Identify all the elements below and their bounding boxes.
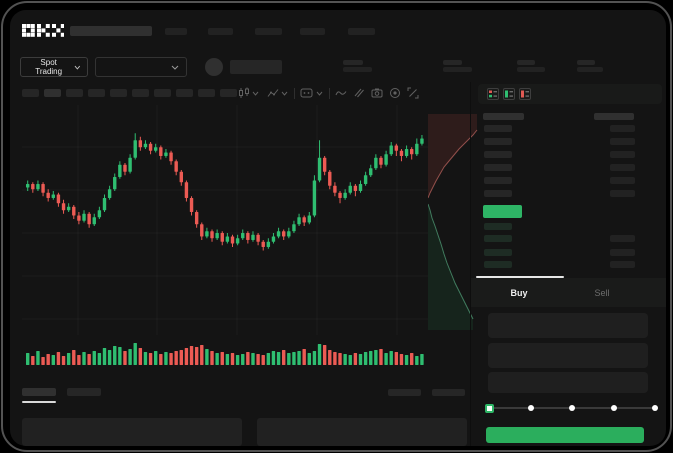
timeframe-button-skeleton[interactable]: [44, 89, 61, 97]
orderbook-last-price: [483, 205, 522, 218]
amount-slider-stop[interactable]: [528, 405, 534, 411]
timeframe-button-skeleton[interactable]: [198, 89, 215, 97]
bottom-panel-skeleton: [22, 418, 242, 446]
bottom-tab-skeleton[interactable]: [67, 388, 101, 396]
line-style-icon[interactable]: [267, 87, 279, 99]
orderbook-price-skeleton: [484, 261, 512, 268]
orderbook-amount-skeleton: [610, 164, 635, 171]
chevron-down-icon: [171, 65, 179, 70]
stat-value-skeleton: [443, 67, 472, 72]
total-input-skeleton[interactable]: [488, 372, 648, 393]
coin-avatar-skeleton: [205, 58, 223, 76]
nav-item-skeleton: [208, 28, 233, 35]
amount-slider-handle[interactable]: [485, 404, 494, 413]
amount-slider-stop[interactable]: [569, 405, 575, 411]
orderbook-bids-icon[interactable]: [503, 88, 515, 100]
amount-slider-stop[interactable]: [652, 405, 658, 411]
amount-slider-stop[interactable]: [611, 405, 617, 411]
order-tabbar: [471, 278, 666, 307]
bottom-tab-skeleton-active[interactable]: [22, 388, 56, 396]
orderbook-price-skeleton: [484, 125, 512, 132]
buy-tab-indicator: [476, 276, 564, 278]
price-input-skeleton[interactable]: [488, 313, 648, 338]
bottom-action-skeleton: [432, 389, 465, 396]
timeframe-button-skeleton[interactable]: [88, 89, 105, 97]
tab-sell[interactable]: Sell: [594, 288, 610, 298]
orderbook-asks-icon[interactable]: [519, 88, 531, 100]
chevron-down-icon[interactable]: [252, 91, 259, 96]
timeframe-button-skeleton[interactable]: [220, 89, 237, 97]
timeframe-button-skeleton[interactable]: [176, 89, 193, 97]
chevron-down-icon: [74, 65, 81, 70]
orderbook-amount-skeleton: [610, 177, 635, 184]
orderbook-amount-skeleton: [610, 125, 635, 132]
candle-style-icon[interactable]: [238, 87, 250, 99]
volume-chart: [26, 343, 424, 365]
orderbook-all-icon[interactable]: [487, 88, 499, 100]
bottom-tab-indicator: [22, 401, 56, 403]
okx-logo: [22, 24, 64, 37]
orderbook-price-header-skeleton: [483, 113, 524, 120]
orderbook-price-skeleton: [484, 223, 512, 230]
nav-item-skeleton: [300, 28, 325, 35]
bottom-panel-skeleton: [257, 418, 467, 446]
orderbook-amount-skeleton: [610, 249, 635, 256]
nav-item-skeleton: [255, 28, 282, 35]
wave-icon[interactable]: [335, 87, 347, 99]
app-window: Spot Trading: [10, 10, 666, 446]
pair-name-skeleton: [230, 60, 282, 74]
camera-icon[interactable]: [371, 87, 383, 99]
indicators-icon[interactable]: [300, 87, 313, 99]
toolbar-divider: [294, 88, 295, 99]
orderbook-price-skeleton: [484, 138, 512, 145]
orderbook-price-skeleton: [484, 249, 512, 256]
orderbook-amount-skeleton: [610, 190, 635, 197]
pair-select[interactable]: [95, 57, 187, 77]
chevron-down-icon[interactable]: [316, 91, 323, 96]
stat-label-skeleton: [577, 60, 595, 65]
nav-search-skeleton: [70, 26, 152, 36]
stat-label-skeleton: [343, 60, 363, 65]
orderbook-amount-skeleton: [610, 261, 635, 268]
stat-value-skeleton: [343, 67, 372, 72]
stat-label-skeleton: [517, 60, 535, 65]
orderbook-amount-skeleton: [610, 151, 635, 158]
orderbook-amount-header-skeleton: [594, 113, 634, 120]
timeframe-button-skeleton[interactable]: [22, 89, 39, 97]
orderbook-price-skeleton: [484, 235, 512, 242]
panel-divider: [470, 82, 471, 446]
orderbook-price-skeleton: [484, 164, 512, 171]
orderbook-amount-skeleton: [610, 235, 635, 242]
timeframe-button-skeleton[interactable]: [66, 89, 83, 97]
chevron-down-icon[interactable]: [281, 91, 288, 96]
fullscreen-icon[interactable]: [407, 87, 419, 99]
stat-value-skeleton: [517, 67, 545, 72]
orderbook-price-skeleton: [484, 151, 512, 158]
market-type-label: Spot Trading: [35, 58, 63, 76]
nav-item-skeleton: [165, 28, 187, 35]
compare-icon[interactable]: [353, 87, 365, 99]
timeframe-button-skeleton[interactable]: [132, 89, 149, 97]
stat-value-skeleton: [577, 67, 603, 72]
amount-input-skeleton[interactable]: [488, 343, 648, 368]
nav-item-skeleton: [348, 28, 375, 35]
depth-chart: [428, 114, 478, 330]
buy-submit-button[interactable]: [486, 427, 644, 443]
orderbook-price-skeleton: [484, 190, 512, 197]
toolbar-divider: [329, 88, 330, 99]
orderbook-price-skeleton: [484, 177, 512, 184]
tab-buy[interactable]: Buy: [510, 288, 528, 298]
timeframe-button-skeleton[interactable]: [110, 89, 127, 97]
record-icon[interactable]: [389, 87, 401, 99]
bottom-action-skeleton: [388, 389, 421, 396]
candlestick-chart[interactable]: [22, 105, 428, 335]
stat-label-skeleton: [443, 60, 462, 65]
timeframe-button-skeleton[interactable]: [154, 89, 171, 97]
market-type-dropdown[interactable]: Spot Trading: [20, 57, 88, 77]
orderbook-amount-skeleton: [610, 138, 635, 145]
